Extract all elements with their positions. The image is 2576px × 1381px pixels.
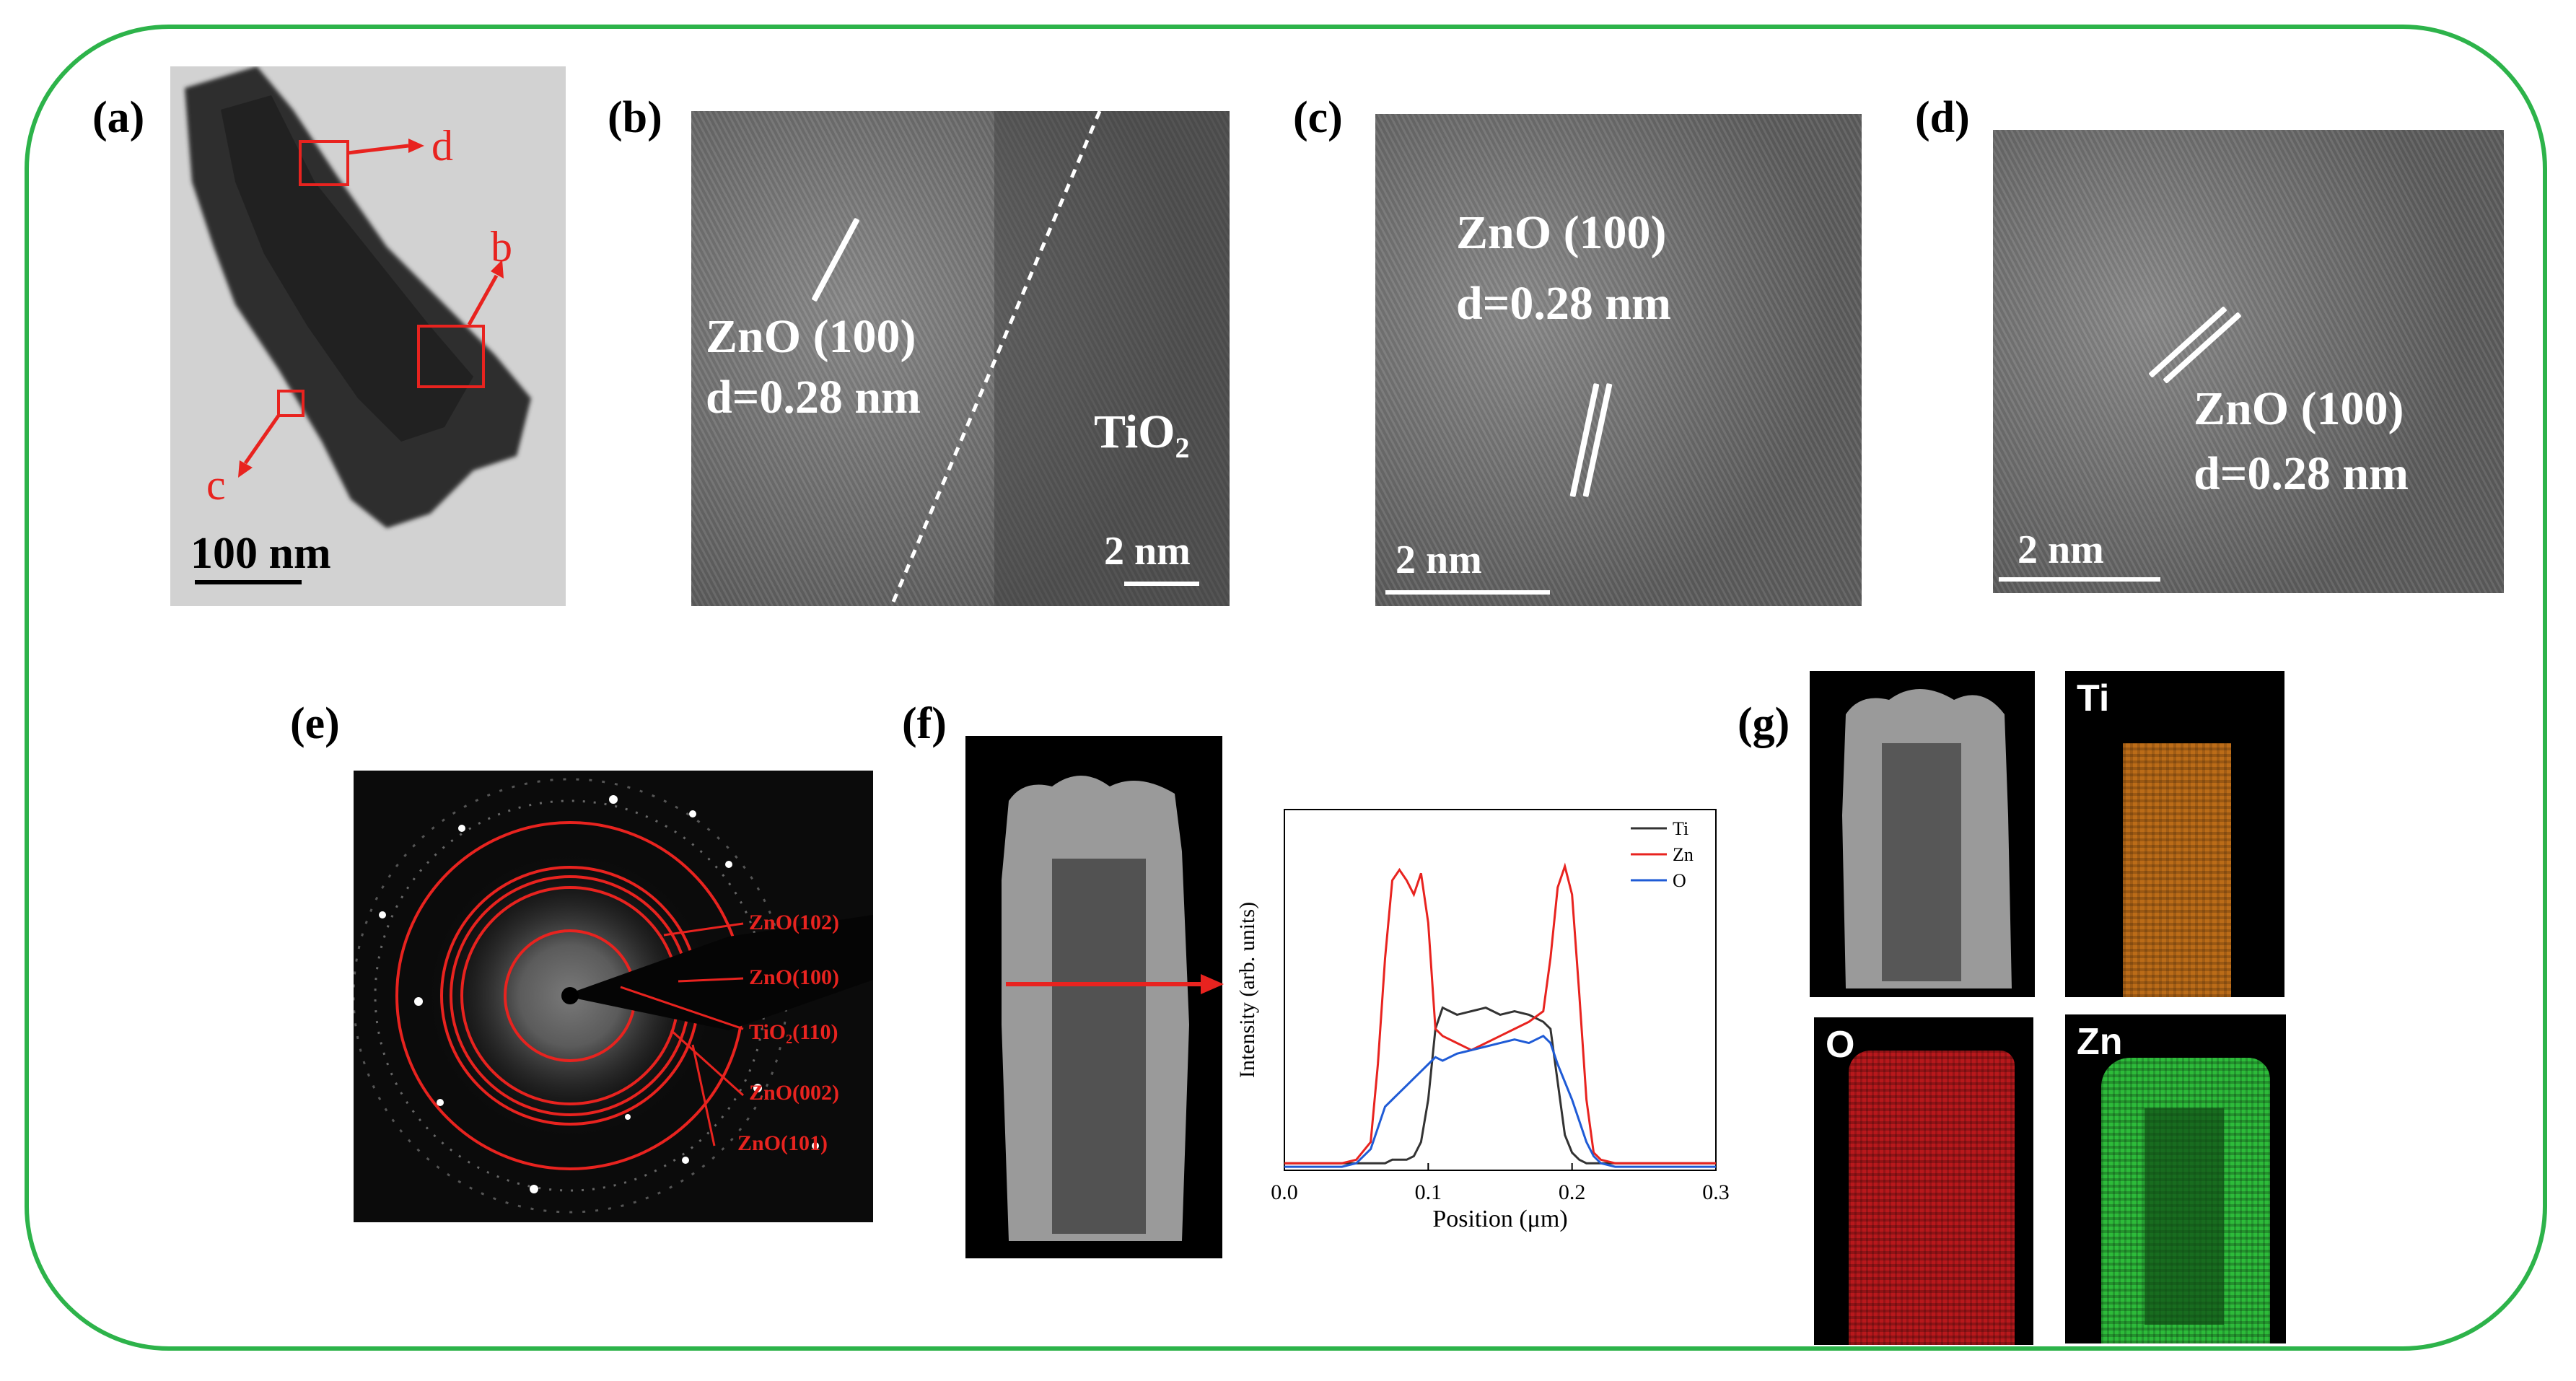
panel-c-scale-text: 2 nm xyxy=(1396,538,1482,582)
panel-b-label: (b) xyxy=(608,93,662,142)
panel-b-scale-text: 2 nm xyxy=(1104,529,1191,574)
x-tick-label: 0.3 xyxy=(1702,1180,1730,1204)
o-map-label: O xyxy=(1826,1024,1855,1066)
legend-label-zn: Zn xyxy=(1673,844,1694,865)
legend-label-ti: Ti xyxy=(1673,818,1688,839)
ring-label-znO100: ZnO(100) xyxy=(749,965,839,989)
plot-area xyxy=(1284,809,1717,1171)
panel-e-label: (e) xyxy=(290,699,340,748)
panel-c-scale-bar xyxy=(1385,590,1550,595)
zn-map-label: Zn xyxy=(2077,1021,2123,1063)
panel-d-plane: ZnO (100) xyxy=(2194,382,2404,435)
ring-label-znO102: ZnO(102) xyxy=(749,911,839,934)
x-tick-label: 0.0 xyxy=(1271,1180,1298,1204)
eds-zn-map: Zn xyxy=(2065,1014,2286,1343)
panel-g-label: (g) xyxy=(1738,699,1790,748)
diffraction-rings: ZnO(102) ZnO(100) TiO₂(110) ZnO(002) ZnO… xyxy=(354,778,873,1214)
panel-d-scale-bar xyxy=(1999,577,2160,582)
panel-b-plane: ZnO (100) xyxy=(706,310,916,363)
panel-a-scale-bar xyxy=(195,580,302,584)
haadf-rod xyxy=(1842,689,2012,988)
series-line-ti xyxy=(1284,1006,1716,1165)
eds-ti-map: Ti xyxy=(2065,671,2284,997)
panel-c-spacing: d=0.28 nm xyxy=(1456,277,1671,330)
line-scan-chart: 0.0 0.1 0.2 0.3 Ti Zn O Position (μm) Intensi… xyxy=(1227,794,1761,1255)
ti-map-label: Ti xyxy=(2077,678,2110,719)
legend-label-o: O xyxy=(1673,870,1686,891)
interface-dashed-line xyxy=(891,111,1230,606)
panel-e-saed-pattern: ZnO(102) ZnO(100) TiO₂(110) ZnO(002) ZnO… xyxy=(354,771,873,1222)
panel-d-spacing: d=0.28 nm xyxy=(2194,447,2409,500)
marker-b: b xyxy=(491,223,512,271)
fringe-marker xyxy=(2148,306,2227,378)
panel-c-label: (c) xyxy=(1293,93,1343,142)
y-axis-label: Intensity (arb. units) xyxy=(1235,902,1259,1078)
panel-f-haadf-image xyxy=(965,736,1222,1258)
line-scan-plot: 0.0 0.1 0.2 0.3 Ti Zn O Position (μm) Intensi… xyxy=(1235,809,1730,1232)
panel-c-plane: ZnO (100) xyxy=(1456,206,1667,259)
series-lines xyxy=(1284,862,1716,1168)
line-scan-arrow xyxy=(1006,974,1224,994)
figure-frame xyxy=(25,25,2547,1351)
panel-f-label: (f) xyxy=(902,699,947,748)
panel-b-spacing: d=0.28 nm xyxy=(706,371,921,424)
x-tick-label: 0.2 xyxy=(1559,1180,1586,1204)
series-line-o xyxy=(1284,1034,1716,1168)
panel-d-hrtem-image: ZnO (100) d=0.28 nm 2 nm xyxy=(1993,130,2504,593)
panel-d-label: (d) xyxy=(1915,93,1970,142)
nanorod-haadf xyxy=(1002,776,1189,1241)
panel-b-hrtem-image: ZnO (100) d=0.28 nm TiO2 2 nm xyxy=(691,111,1230,606)
panel-d-scale-text: 2 nm xyxy=(2018,527,2104,572)
marker-d: d xyxy=(431,122,453,170)
series-line-zn xyxy=(1284,862,1716,1165)
panel-a-tem-image: d b c 100 nm xyxy=(170,66,566,606)
fringe-marker xyxy=(2163,312,2242,384)
panel-b-phase: TiO2 xyxy=(1094,405,1190,465)
marker-c: c xyxy=(206,461,226,509)
eds-haadf-map xyxy=(1810,671,2035,997)
panel-b-scale-bar xyxy=(1124,582,1199,586)
legend: Ti Zn O xyxy=(1631,818,1694,891)
ring-label-znO101: ZnO(101) xyxy=(737,1131,828,1155)
nanorod-bright-field: d b c xyxy=(185,66,531,528)
eds-o-map: O xyxy=(1814,1017,2033,1345)
panel-c-hrtem-image: ZnO (100) d=0.28 nm 2 nm xyxy=(1375,114,1862,606)
x-tick-label: 0.1 xyxy=(1415,1180,1442,1204)
x-axis-label: Position (μm) xyxy=(1432,1206,1567,1232)
ring-label-tiO2-110: TiO₂(110) xyxy=(749,1020,838,1044)
ring-label-znO002: ZnO(002) xyxy=(749,1081,839,1105)
panel-a-label: (a) xyxy=(92,93,145,142)
panel-a-scale-text: 100 nm xyxy=(190,529,331,578)
